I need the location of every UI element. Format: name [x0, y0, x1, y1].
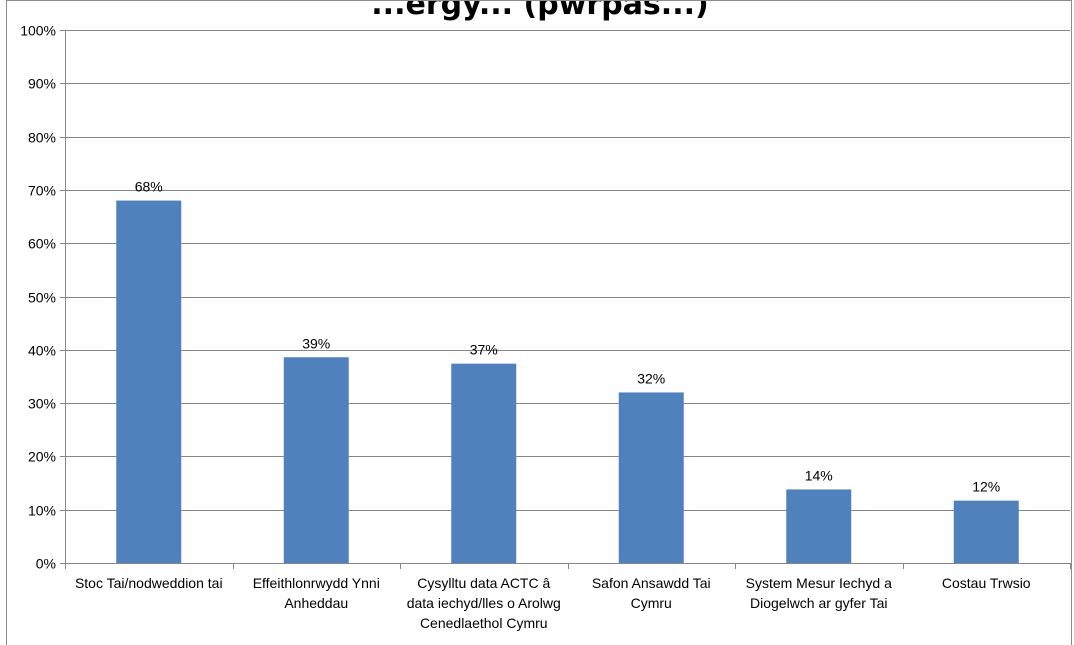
y-tick-label: 90%	[28, 76, 56, 92]
x-category-label: Anheddau	[284, 595, 348, 611]
x-category-label: System Mesur Iechyd a	[746, 575, 892, 591]
x-category-label: data iechyd/lles o Arolwg	[407, 595, 561, 611]
bar	[618, 392, 684, 563]
y-tick-label: 80%	[28, 130, 56, 146]
bar	[786, 489, 852, 563]
y-tick-label: 10%	[28, 503, 56, 519]
chart-title: ...ergy... (pwrpas...)	[371, 0, 708, 22]
y-tick-label: 30%	[28, 396, 56, 412]
x-category-label: Costau Trwsio	[942, 575, 1031, 591]
data-label: 32%	[637, 370, 665, 386]
y-tick-label: 20%	[28, 449, 56, 465]
x-category-label: Cymru	[631, 595, 672, 611]
y-tick-label: 0%	[36, 556, 56, 572]
data-label: 68%	[135, 179, 163, 195]
x-category-label: Safon Ansawdd Tai	[592, 575, 711, 591]
bar	[283, 357, 349, 563]
data-label: 37%	[470, 342, 498, 358]
x-category-label: Diogelwch ar gyfer Tai	[750, 595, 887, 611]
x-category-label: Effeithlonrwydd Ynni	[253, 575, 380, 591]
data-label: 14%	[805, 467, 833, 483]
data-label: 39%	[302, 335, 330, 351]
x-category-label: Stoc Tai/nodweddion tai	[75, 575, 223, 591]
x-category-label: Cysylltu data ACTC â	[417, 575, 550, 591]
x-category-label: Cenedlaethol Cymru	[420, 615, 548, 631]
data-label: 12%	[972, 479, 1000, 495]
y-tick-label: 40%	[28, 343, 56, 359]
bar	[953, 500, 1019, 563]
bar	[116, 200, 182, 563]
y-tick-label: 50%	[28, 290, 56, 306]
y-tick-label: 70%	[28, 183, 56, 199]
bar	[451, 363, 517, 563]
y-tick-label: 60%	[28, 236, 56, 252]
y-tick-label: 100%	[20, 23, 56, 39]
